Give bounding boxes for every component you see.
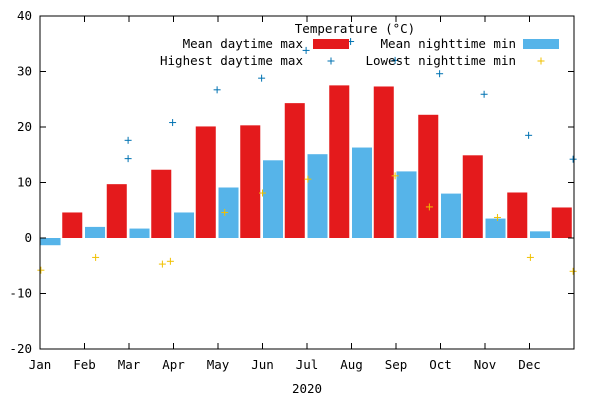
legend-swatch [313,39,349,49]
legend-highest-max: Highest daytime max [160,53,335,68]
bar-daytime-max [329,85,350,238]
point-highest-max [169,119,177,127]
x-tick-label: Feb [73,357,96,372]
point-lowest-min [569,267,577,275]
bar-nighttime-min [40,238,61,246]
point-lowest-min [158,260,166,268]
x-tick-label: Aug [340,357,363,372]
y-tick-label: -10 [9,286,32,301]
point-lowest-min [493,213,501,221]
bar-daytime-max [418,114,439,238]
bar-daytime-max [507,192,528,238]
plot-area [37,38,577,275]
bar-nighttime-min [485,218,506,238]
x-tick-label: Sep [385,357,408,372]
bar-daytime-max [284,103,305,238]
legend-label: Mean daytime max [183,36,304,51]
x-tick-label: Jun [251,357,274,372]
x-tick-label: Dec [518,357,541,372]
bar-daytime-max [373,86,394,238]
point-lowest-min [391,172,399,180]
point-lowest-min [526,253,534,261]
bar-nighttime-min [530,231,551,238]
point-lowest-min [92,253,100,261]
y-tick-label: 20 [17,119,32,134]
x-axis-label: 2020 [292,381,322,396]
point-highest-max [436,70,444,78]
bar-nighttime-min [218,187,239,238]
legend-marker [327,57,335,65]
y-tick-label: 0 [24,230,32,245]
y-tick-label: 30 [17,64,32,79]
chart-title: Temperature (°C) [295,21,415,36]
bar-nighttime-min [174,212,195,238]
point-lowest-min [259,189,266,197]
bar-daytime-max [462,155,483,238]
legend-label: Lowest nighttime min [365,53,516,68]
point-highest-max [258,74,266,82]
legend-marker [537,57,545,65]
point-highest-max [480,90,488,98]
bar-nighttime-min [396,171,417,238]
point-lowest-min [37,266,45,274]
point-highest-max [391,56,399,64]
y-tick-label: 10 [17,175,32,190]
bar-nighttime-min [263,160,284,238]
point-highest-max [302,46,310,54]
bar-nighttime-min [441,193,462,238]
axes: -20 -10 0 10 20 30 40 Jan Feb Mar Apr May Jun Jul Aug S… [9,8,574,372]
y-tick-label: 40 [17,8,32,23]
bar-daytime-max [106,184,127,238]
legend-lowest-min: Lowest nighttime min [365,53,545,68]
x-tick-label: Jul [296,357,319,372]
x-tick-label: Oct [429,357,452,372]
point-highest-max [213,86,221,94]
x-tick-label: Apr [162,357,185,372]
point-highest-max [124,136,132,144]
point-highest-max [569,155,577,163]
point-lowest-min [221,208,229,216]
bar-daytime-max [195,126,216,238]
bar-nighttime-min [352,147,373,238]
legend-daytime-max: Mean daytime max [183,36,349,51]
point-lowest-min [166,257,174,265]
legend-label: Highest daytime max [160,53,303,68]
bar-nighttime-min [307,154,328,238]
legend-label: Mean nighttime min [381,36,516,51]
bar-daytime-max [240,125,261,238]
bar-nighttime-min [85,226,106,238]
legend: Mean daytime max Mean nighttime min Highes… [160,36,559,68]
legend-swatch [523,39,559,49]
point-highest-max [525,131,533,139]
y-tick-label: -20 [9,341,32,356]
point-lowest-min [304,175,312,183]
x-tick-label: Nov [474,357,497,372]
x-tick-label: Jan [29,357,52,372]
x-tick-label: May [207,357,230,372]
bar-daytime-max [151,169,172,238]
bar-daytime-max [551,207,572,238]
bar-daytime-max [62,212,83,238]
point-highest-max [124,155,132,163]
bar-nighttime-min [129,228,150,238]
x-tick-label: Mar [118,357,141,372]
legend-nighttime-min: Mean nighttime min [381,36,559,51]
point-lowest-min [425,203,433,211]
